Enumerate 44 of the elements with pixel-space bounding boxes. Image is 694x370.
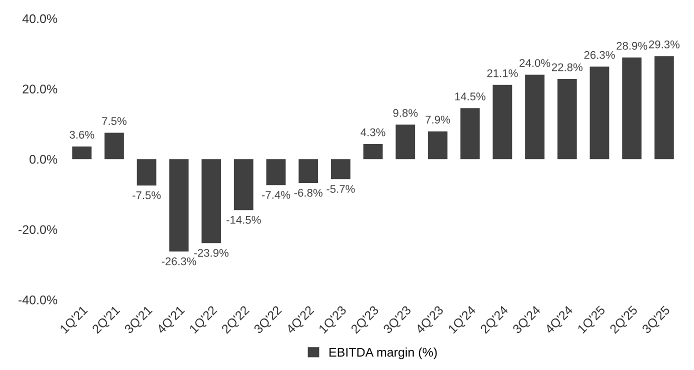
y-tick-label: 0.0% [30,154,58,164]
data-label: 26.3% [584,51,615,59]
legend-label: EBITDA margin (%) [330,348,437,360]
data-label: 14.5% [455,92,486,100]
bar [298,159,318,183]
y-tick-label: 40.0% [22,14,58,24]
bar [492,84,512,160]
bar [622,58,642,160]
bar [460,108,480,160]
data-label: 29.3% [648,40,680,48]
bar [428,131,448,160]
bar [169,159,189,252]
bar [525,74,544,160]
data-label: -6.8% [294,188,322,197]
data-label: 7.9% [426,116,450,124]
data-label: -14.5% [226,216,261,224]
data-label: -26.3% [162,257,196,266]
bar [136,159,156,186]
bar [363,144,383,160]
data-label: -5.7% [326,185,355,193]
data-label: 4.3% [360,128,386,136]
bar [202,159,221,244]
data-label: 7.5% [102,117,126,125]
y-tick-label: 20.0% [22,84,58,94]
bar [590,66,610,160]
bar [266,159,286,186]
data-label: 24.0% [520,59,550,67]
y-tick-label: -20.0% [18,225,58,234]
data-label: -7.4% [262,191,290,199]
data-label: -23.9% [194,248,228,257]
y-tick-label: -40.0% [18,296,58,304]
bar [104,132,124,160]
bar [396,124,416,160]
data-label: 21.1% [487,69,518,78]
bar [330,159,350,180]
bar [234,159,254,210]
data-label: -7.5% [132,191,161,200]
data-label: 9.8% [393,109,418,117]
bar [557,78,577,160]
bar [72,146,92,160]
data-label: 22.8% [552,63,582,72]
data-label: 3.6% [70,130,94,139]
bar [654,56,674,160]
data-label: 28.9% [616,42,648,50]
